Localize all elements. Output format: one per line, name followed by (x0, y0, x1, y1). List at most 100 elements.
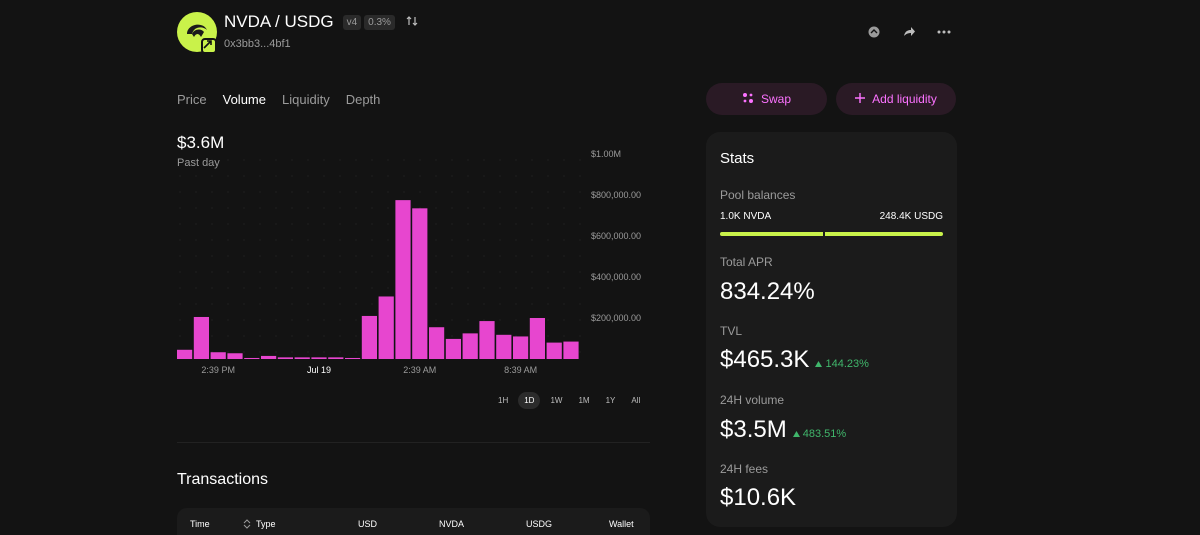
volume-bar[interactable] (244, 357, 260, 359)
grid-dot (435, 303, 437, 305)
fees-label: 24H fees (720, 462, 769, 476)
grid-dot (563, 159, 565, 161)
range-1w[interactable]: 1W (550, 396, 563, 405)
grid-dot (211, 271, 213, 273)
up-arrow-icon (792, 431, 800, 437)
col-usdg[interactable]: USDG (526, 519, 553, 529)
grid-dot (355, 159, 357, 161)
grid-dot (499, 239, 501, 241)
volume-bar[interactable] (378, 296, 394, 359)
volume-bar[interactable] (395, 200, 411, 359)
chart-header: $3.6M Past day (177, 133, 224, 169)
volume-bar[interactable] (177, 349, 193, 359)
grid-dot (387, 255, 389, 257)
col-usd[interactable]: USD (358, 519, 378, 529)
volume-bar[interactable] (261, 355, 277, 359)
grid-dot (579, 207, 581, 209)
grid-dot (483, 303, 485, 305)
range-1d[interactable]: 1D (518, 392, 541, 409)
range-1m[interactable]: 1M (578, 396, 590, 405)
tab-volume[interactable]: Volume (222, 92, 266, 107)
share-icon[interactable] (901, 24, 917, 40)
volume-bar[interactable] (311, 357, 327, 359)
grid-dot (371, 175, 373, 177)
grid-dot (291, 319, 293, 321)
sort-icon[interactable] (243, 519, 251, 531)
time-range-selector: 1H 1D 1W 1M 1Y All (492, 392, 646, 409)
grid-dot (195, 223, 197, 225)
grid-dot (291, 255, 293, 257)
grid-dot (243, 239, 245, 241)
grid-dot (515, 159, 517, 161)
grid-dot (483, 239, 485, 241)
volume-bar[interactable] (546, 342, 562, 359)
grid-dot (403, 191, 405, 193)
volume-bar[interactable] (193, 316, 209, 359)
col-type[interactable]: Type (256, 519, 276, 529)
grid-dot (179, 255, 181, 257)
col-time[interactable]: Time (190, 519, 210, 529)
volume-bar[interactable] (429, 327, 445, 359)
volume-bar[interactable] (361, 315, 377, 359)
swap-button[interactable]: Swap (706, 83, 827, 115)
pool-balance-bar (720, 232, 943, 236)
volume-bar[interactable] (462, 333, 478, 359)
stats-card: Stats Pool balances 1.0K NVDA 248.4K USD… (706, 132, 957, 527)
volume-bar[interactable] (529, 318, 545, 359)
more-icon[interactable] (936, 24, 952, 40)
grid-dot (307, 159, 309, 161)
volume-bar[interactable] (277, 357, 293, 359)
volume-bar[interactable] (412, 208, 428, 359)
range-1h[interactable]: 1H (498, 396, 509, 405)
x-tick-label: 2:39 PM (201, 365, 235, 375)
pool-header: NVDA / USDG v4 0.3% 0x3bb3...4bf1 (177, 12, 418, 54)
volume-bar[interactable] (294, 357, 310, 359)
grid-dot (515, 319, 517, 321)
volume-bar[interactable] (479, 321, 495, 359)
swap-direction-icon[interactable] (406, 15, 418, 30)
volume-chart[interactable]: $1.00M $800,000.00 $600,000.00 $400,000.00 $… (170, 140, 660, 380)
grid-dot (355, 255, 357, 257)
tab-price[interactable]: Price (177, 92, 207, 107)
chart-volume-value: $3.6M (177, 133, 225, 152)
col-nvda[interactable]: NVDA (439, 519, 465, 529)
pool-address[interactable]: 0x3bb3...4bf1 (224, 38, 291, 50)
grid-dot (483, 207, 485, 209)
grid-dot (435, 255, 437, 257)
grid-dot (243, 351, 245, 353)
grid-dot (563, 287, 565, 289)
grid-dot (291, 207, 293, 209)
add-liquidity-button[interactable]: Add liquidity (836, 83, 956, 115)
volume-bar[interactable] (227, 353, 243, 359)
grid-dot (563, 223, 565, 225)
grid-dot (467, 223, 469, 225)
volume-bar[interactable] (496, 334, 512, 359)
grid-dot (547, 159, 549, 161)
col-wallet[interactable]: Wallet (609, 519, 634, 529)
grid-dot (419, 159, 421, 161)
tab-depth[interactable]: Depth (345, 92, 381, 107)
volume-bar[interactable] (513, 336, 529, 359)
grid-dot (435, 175, 437, 177)
range-all[interactable]: All (631, 396, 641, 405)
volume-bar[interactable] (345, 357, 361, 359)
tab-liquidity[interactable]: Liquidity (282, 92, 330, 107)
range-1y[interactable]: 1Y (605, 396, 616, 405)
grid-dot (499, 287, 501, 289)
grid-dot (355, 271, 357, 273)
grid-dot (211, 175, 213, 177)
volume-bar[interactable] (563, 341, 579, 359)
grid-dot (483, 287, 485, 289)
volume-bar[interactable] (210, 352, 226, 359)
grid-dot (195, 271, 197, 273)
grid-dot (259, 319, 261, 321)
volume-bar[interactable] (445, 338, 461, 359)
grid-dot (563, 335, 565, 337)
explorer-icon[interactable] (866, 24, 882, 40)
grid-dot (467, 287, 469, 289)
grid-dot (323, 207, 325, 209)
swap-sparkle-icon (742, 92, 754, 107)
pool-pair-title: NVDA / USDG (224, 12, 334, 31)
volume-bar[interactable] (328, 357, 344, 359)
y-tick-label: $200,000.00 (591, 313, 641, 323)
